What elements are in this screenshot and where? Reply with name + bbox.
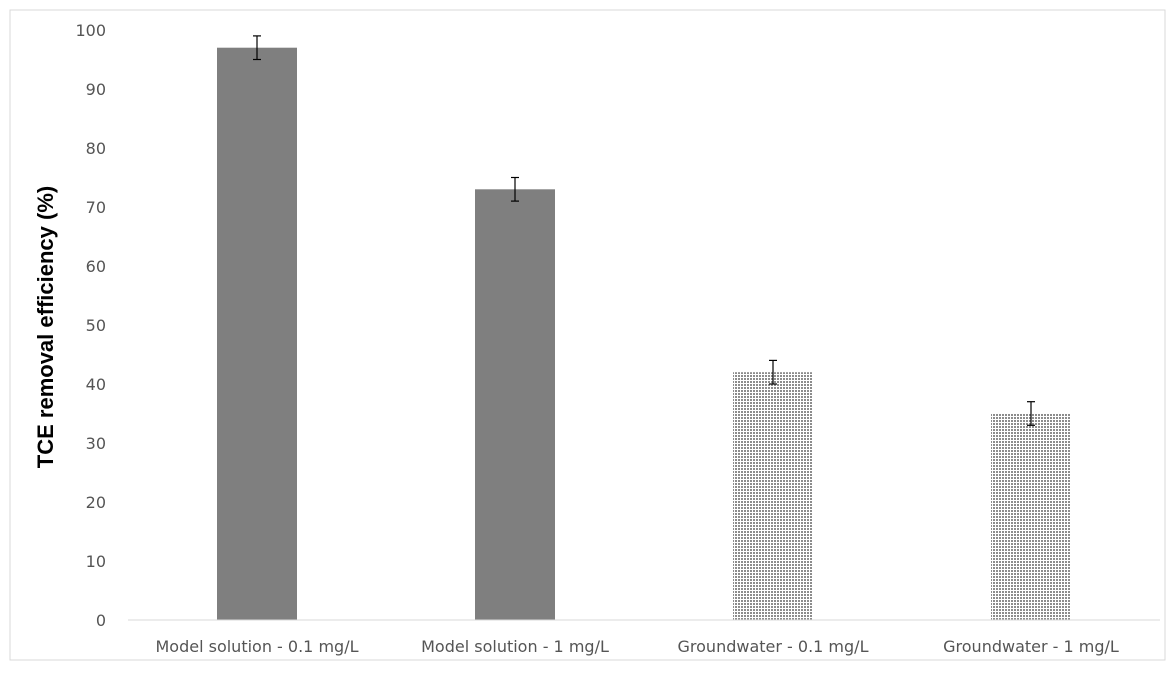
y-tick-label: 30 bbox=[86, 434, 106, 453]
x-category-label: Model solution - 1 mg/L bbox=[421, 637, 609, 656]
x-category-label: Model solution - 0.1 mg/L bbox=[155, 637, 358, 656]
bar bbox=[217, 47, 297, 620]
y-tick-label: 90 bbox=[86, 80, 106, 99]
y-tick-label: 50 bbox=[86, 316, 106, 335]
error-bar bbox=[511, 176, 519, 202]
y-tick-label: 10 bbox=[86, 552, 106, 571]
y-axis-title: TCE removal efficiency (%) bbox=[33, 186, 58, 468]
y-tick-label: 70 bbox=[86, 198, 106, 217]
y-tick-label: 100 bbox=[75, 21, 106, 40]
error-bar bbox=[253, 35, 261, 61]
x-category-label: Groundwater - 1 mg/L bbox=[943, 637, 1119, 656]
y-tick-label: 60 bbox=[86, 257, 106, 276]
x-axis-category-labels: Model solution - 0.1 mg/L Model solution … bbox=[155, 637, 1118, 656]
bar bbox=[733, 372, 813, 620]
error-bars-group bbox=[253, 35, 1035, 426]
y-tick-label: 80 bbox=[86, 139, 106, 158]
chart-frame bbox=[9, 9, 1166, 661]
bars-group bbox=[217, 47, 1071, 621]
y-tick-label: 40 bbox=[86, 375, 106, 394]
y-tick-label: 0 bbox=[96, 611, 106, 630]
error-bar bbox=[769, 359, 777, 385]
y-axis-ticks: 0 10 20 30 40 50 60 70 80 90 100 bbox=[75, 21, 106, 630]
error-bar bbox=[1027, 401, 1035, 426]
bar bbox=[475, 189, 555, 621]
bar bbox=[991, 413, 1071, 620]
x-category-label: Groundwater - 0.1 mg/L bbox=[678, 637, 869, 656]
y-tick-label: 20 bbox=[86, 493, 106, 512]
